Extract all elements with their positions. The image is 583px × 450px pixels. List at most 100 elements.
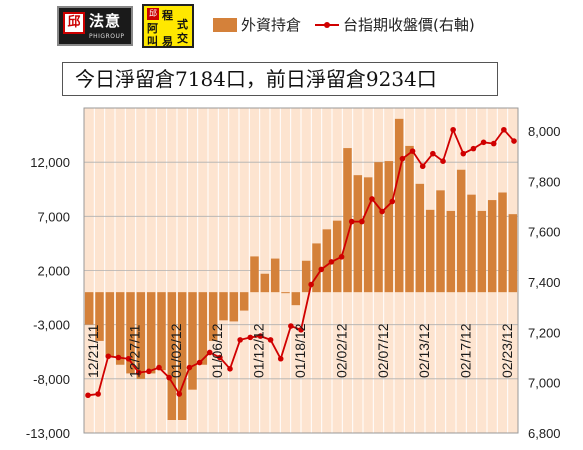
position-bar bbox=[157, 292, 166, 371]
price-point bbox=[288, 323, 294, 329]
chart-subtitle: 今日淨留倉7184口，前日淨留倉9234口 bbox=[62, 62, 498, 96]
y-left-tick-label: 7,000 bbox=[37, 209, 70, 224]
position-bar bbox=[84, 292, 94, 325]
position-bar bbox=[208, 292, 218, 341]
x-tick-label: 01/12/12 bbox=[251, 323, 267, 378]
x-tick-label: 12/27/11 bbox=[126, 324, 142, 378]
logo2-char: 阿 bbox=[147, 22, 158, 35]
price-point bbox=[450, 126, 456, 133]
position-bar bbox=[177, 292, 187, 420]
position-bar bbox=[384, 161, 394, 293]
price-point bbox=[298, 327, 304, 333]
price-point bbox=[308, 281, 314, 288]
position-bar bbox=[229, 292, 239, 322]
y-left-tick-label: -8,000 bbox=[33, 372, 70, 387]
logo2-char: 程 bbox=[162, 9, 173, 22]
phigroup-logo: 邱 法意 PHIGROUP bbox=[57, 6, 133, 46]
price-point bbox=[166, 374, 172, 381]
price-point bbox=[430, 150, 436, 157]
price-point bbox=[95, 391, 101, 397]
price-point bbox=[359, 218, 365, 225]
position-bar bbox=[95, 292, 104, 341]
legend-line-swatch bbox=[315, 19, 340, 31]
position-bar bbox=[446, 210, 456, 293]
position-bar bbox=[487, 200, 497, 293]
price-point bbox=[460, 150, 467, 157]
price-point bbox=[501, 126, 507, 133]
position-bar bbox=[374, 162, 383, 293]
x-tick-label: 01/02/12 bbox=[168, 323, 184, 378]
position-bar bbox=[405, 145, 414, 293]
price-point bbox=[511, 138, 517, 144]
price-point bbox=[217, 354, 223, 361]
logo2-char: 式 bbox=[177, 18, 188, 31]
price-point bbox=[369, 196, 375, 202]
price-point bbox=[277, 355, 284, 362]
price-point bbox=[440, 158, 446, 164]
x-tick-label: 12/21/11 bbox=[85, 324, 101, 378]
position-bar bbox=[250, 256, 259, 293]
price-point bbox=[237, 337, 243, 343]
legend-bar-swatch bbox=[213, 17, 237, 32]
position-bar bbox=[332, 220, 342, 293]
position-bar bbox=[281, 292, 290, 294]
price-point bbox=[389, 198, 396, 205]
y-left-tick-label: -13,000 bbox=[26, 426, 70, 441]
price-point bbox=[409, 148, 416, 154]
legend-bar-label: 外資持倉 bbox=[241, 16, 302, 34]
y-right-tick-label: 7,200 bbox=[528, 325, 561, 340]
position-bar bbox=[322, 229, 332, 293]
position-bar bbox=[126, 292, 135, 374]
position-bar bbox=[498, 192, 507, 293]
y-right-tick-label: 8,000 bbox=[528, 124, 561, 139]
logo-name: 法意 bbox=[89, 12, 122, 30]
x-tick-label: 02/23/12 bbox=[499, 323, 515, 378]
y-right-tick-label: 7,400 bbox=[528, 275, 561, 290]
logo2-mark-icon: 邱 bbox=[147, 8, 159, 20]
price-point bbox=[338, 254, 345, 260]
price-point bbox=[348, 218, 355, 225]
position-bar bbox=[270, 258, 280, 293]
price-point bbox=[490, 140, 497, 147]
price-point bbox=[196, 359, 203, 366]
chart-legend: 外資持倉 台指期收盤價(右軸) bbox=[213, 14, 475, 35]
position-bar bbox=[188, 292, 197, 390]
price-point bbox=[247, 334, 254, 341]
x-tick-label: 02/07/12 bbox=[375, 323, 391, 378]
position-bar bbox=[239, 292, 249, 311]
logo2-char: 叫 bbox=[147, 35, 158, 48]
x-tick-label: 02/13/12 bbox=[416, 323, 432, 378]
trading-logo: 邱 程 式 阿 交 叫 易 bbox=[142, 4, 194, 48]
position-bar bbox=[136, 292, 146, 379]
price-point bbox=[480, 139, 487, 146]
price-point bbox=[135, 369, 142, 376]
price-point bbox=[206, 349, 213, 356]
price-point bbox=[125, 355, 132, 362]
price-point bbox=[379, 208, 385, 215]
x-tick-label: 02/17/12 bbox=[458, 323, 474, 378]
legend-line-label: 台指期收盤價(右軸) bbox=[343, 16, 475, 34]
position-bar bbox=[301, 260, 311, 293]
position-bar bbox=[436, 190, 445, 293]
position-bar bbox=[167, 292, 177, 420]
position-bar bbox=[415, 183, 425, 293]
position-bar bbox=[343, 148, 352, 293]
logo2-char: 交 bbox=[177, 32, 188, 45]
plot-border bbox=[83, 107, 519, 434]
position-bar bbox=[146, 292, 156, 374]
position-bar bbox=[115, 292, 125, 365]
position-bar bbox=[394, 118, 404, 293]
price-point bbox=[470, 145, 477, 152]
logo2-char: 易 bbox=[162, 35, 173, 48]
y-right-tick-label: 7,600 bbox=[528, 225, 561, 240]
price-point bbox=[328, 259, 335, 265]
y-left-tick-label: -3,000 bbox=[33, 318, 70, 333]
logo-mark-icon: 邱 bbox=[63, 12, 85, 34]
position-bar bbox=[477, 210, 487, 293]
price-point bbox=[419, 163, 426, 170]
y-right-tick-label: 7,000 bbox=[528, 376, 561, 391]
price-point bbox=[85, 392, 91, 399]
price-point bbox=[257, 333, 264, 339]
position-bar bbox=[312, 243, 321, 293]
